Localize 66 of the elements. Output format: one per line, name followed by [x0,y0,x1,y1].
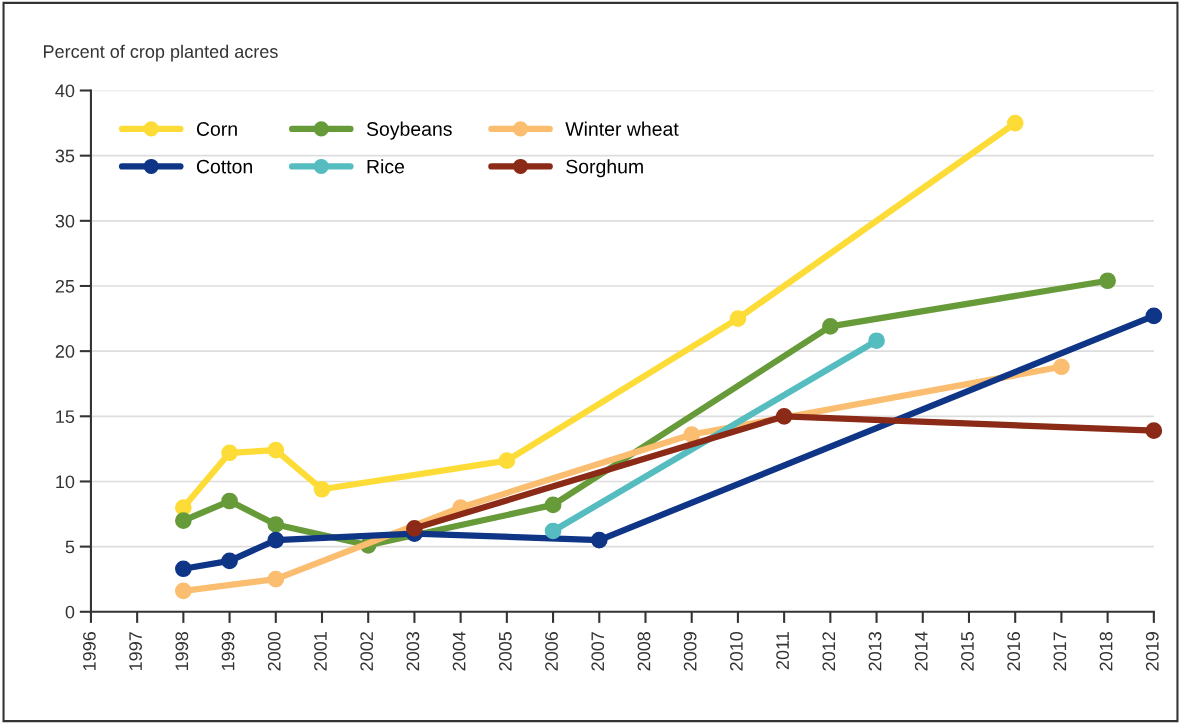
x-tick-label: 2016 [1007,632,1021,671]
point [1145,307,1163,325]
y-tick-label: 25 [55,279,75,293]
x-tick-label: 2013 [868,632,882,671]
legend-label: Winter wheat [565,121,679,136]
legend-label: Corn [196,122,237,136]
point [544,496,562,514]
y-tick-label: 15 [56,410,75,424]
point [775,407,793,425]
point [1053,358,1070,376]
x-tick-label: 1998 [175,632,189,671]
point [590,531,608,549]
y-tick-label: 10 [56,475,75,489]
point [1006,114,1024,132]
point [406,520,423,537]
point [267,531,285,549]
point [729,310,747,327]
legend-label: Sorghum [566,159,643,178]
x-tick-label: 2017 [1053,632,1067,671]
x-tick-label: 1997 [129,632,142,671]
point [498,452,516,469]
x-tick-label: 2000 [267,631,281,671]
x-tick-label: 2008 [637,632,651,671]
point [175,582,192,600]
x-tick-label: 2011 [776,632,789,670]
point [175,560,192,578]
x-tick-label: 2019 [1145,632,1159,671]
x-tick-label: 2012 [822,632,836,671]
x-tick-label: 2009 [683,632,697,671]
y-tick-label: 5 [65,540,75,554]
point [267,570,285,588]
x-tick-label: 1999 [221,632,235,671]
point [544,522,562,540]
point [267,441,285,459]
legend-label: Cotton [196,159,252,174]
point [313,480,331,498]
point [221,492,238,510]
x-tick-label: 2003 [406,632,420,671]
x-tick-label: 2007 [591,632,605,671]
point [221,444,238,462]
y-axis-title: Percent of crop planted acres [44,44,278,62]
x-tick-label: 2006 [545,632,558,671]
point [683,426,701,443]
x-tick-label: 2004 [452,631,466,671]
x-tick-label: 2001 [314,632,327,671]
y-tick-label: 20 [55,345,75,358]
point [1145,422,1163,439]
legend-label: Soybeans [366,121,452,140]
x-tick-label: 2014 [914,631,928,671]
point [267,516,285,533]
point [822,318,839,335]
point [221,552,238,570]
x-tick-label: 2002 [360,632,374,671]
y-tick-label: 0 [65,605,75,619]
y-tick-label: 35 [55,149,75,163]
x-tick-label: 2010 [729,631,743,671]
point [868,332,885,350]
x-tick-label: 1996 [83,632,96,671]
y-tick-label: 30 [55,214,75,228]
x-tick-label: 2015 [961,631,974,671]
point [1099,272,1116,290]
x-tick-label: 2005 [498,631,512,671]
y-tick-label: 40 [55,84,75,98]
point [175,512,192,529]
x-tick-label: 2018 [1099,632,1113,671]
legend-label: Rice [367,159,405,174]
